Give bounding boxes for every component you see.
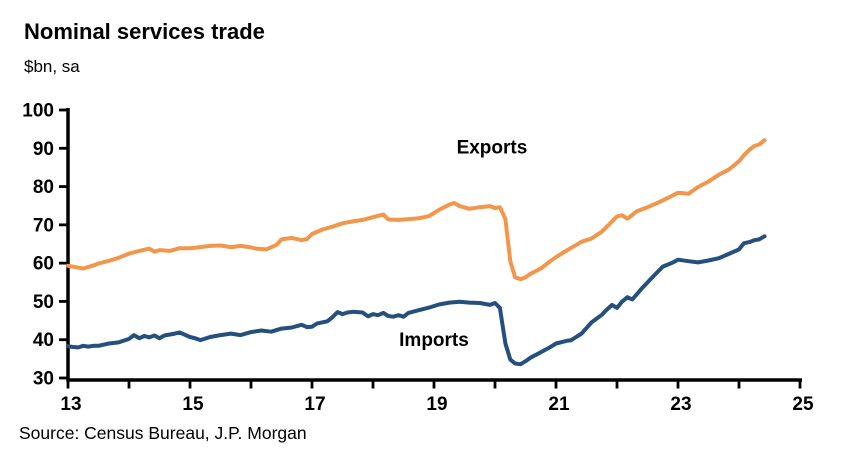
- x-tick-label: 15: [182, 394, 204, 415]
- x-tick-label: 19: [426, 394, 447, 415]
- y-tick-label: 40: [33, 330, 54, 351]
- y-tick-label: 70: [33, 215, 54, 236]
- y-tick-label: 60: [33, 254, 54, 275]
- y-tick-label: 100: [22, 101, 54, 122]
- y-tick-label: 80: [33, 177, 54, 198]
- chart-unit-label: $bn, sa: [24, 57, 80, 76]
- y-tick-label: 30: [33, 369, 54, 390]
- chart-source: Source: Census Bureau, J.P. Morgan: [19, 423, 307, 443]
- series-line-exports: [66, 138, 767, 282]
- series-label-imports: Imports: [399, 330, 469, 351]
- y-tick-label: 50: [33, 292, 54, 313]
- x-tick-label: 13: [60, 394, 81, 415]
- x-tick-label: 21: [548, 394, 570, 415]
- series-label-exports: Exports: [457, 137, 528, 158]
- x-tick-label: 17: [304, 394, 325, 415]
- series-line-imports: [66, 234, 767, 367]
- y-tick-label: 90: [33, 139, 54, 160]
- x-tick-label: 25: [792, 394, 814, 415]
- x-tick-label: 23: [670, 394, 691, 415]
- chart-title: Nominal services trade: [24, 19, 265, 44]
